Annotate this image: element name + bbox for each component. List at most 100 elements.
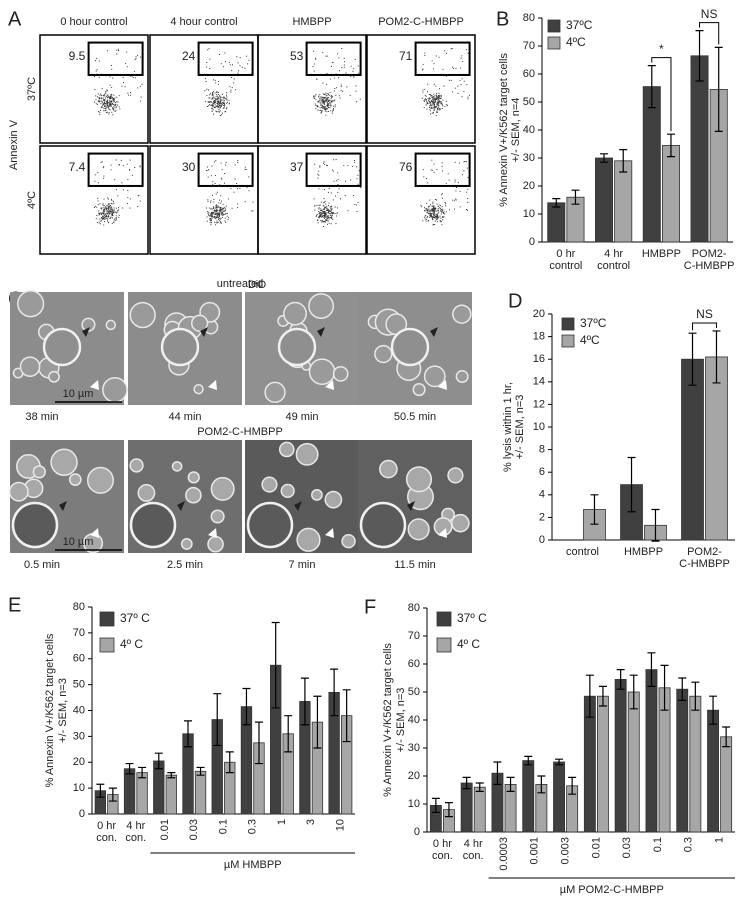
event-dot xyxy=(104,108,106,109)
event-dot xyxy=(325,212,327,214)
event-dot xyxy=(321,214,323,216)
event-dot xyxy=(331,61,333,63)
y-tick-label: 10 xyxy=(73,782,85,794)
event-dot xyxy=(422,169,424,171)
event-dot xyxy=(107,94,109,96)
event-dot xyxy=(110,216,112,218)
event-dot xyxy=(103,210,105,212)
event-dot xyxy=(124,86,126,88)
event-dot xyxy=(330,192,332,194)
event-dot xyxy=(331,212,332,214)
event-dot xyxy=(438,108,440,110)
event-dot xyxy=(112,103,114,105)
event-dot xyxy=(110,164,112,166)
event-dot xyxy=(134,77,136,79)
event-dot xyxy=(338,95,340,97)
event-dot xyxy=(113,220,115,222)
y-tick-label: 20 xyxy=(523,180,535,192)
event-dot xyxy=(447,104,448,106)
event-dot xyxy=(213,212,215,214)
event-dots xyxy=(421,48,471,117)
event-dot xyxy=(323,106,325,108)
legend-label: 37º C xyxy=(120,611,150,625)
event-dot xyxy=(110,97,112,99)
event-dot xyxy=(425,99,427,101)
event-dot xyxy=(332,219,334,221)
event-dot xyxy=(111,95,113,97)
event-dot xyxy=(108,103,110,105)
error-bar xyxy=(660,664,669,711)
event-dot xyxy=(224,217,226,219)
x-tick-label: 0.3 xyxy=(247,819,259,834)
legend-label: 37ºC xyxy=(580,316,607,330)
event-dot xyxy=(326,217,328,219)
event-dot xyxy=(111,86,113,88)
event-dot xyxy=(447,173,449,175)
y-tick-label: 4 xyxy=(539,489,545,501)
event-dot xyxy=(466,84,468,86)
error-bar xyxy=(600,153,609,163)
x-axis-label: µM HMBPP xyxy=(224,859,282,871)
event-dot xyxy=(335,213,337,214)
event-dot xyxy=(113,100,115,102)
event-dot xyxy=(115,211,117,213)
x-tick-label: con. xyxy=(463,850,484,862)
event-dot xyxy=(208,215,210,217)
event-dot xyxy=(326,219,328,221)
event-dot xyxy=(424,52,426,54)
event-dot xyxy=(215,218,217,220)
event-dot xyxy=(350,179,352,181)
event-dot xyxy=(319,165,321,167)
event-dot xyxy=(216,105,218,107)
event-dot xyxy=(219,110,221,112)
event-dot xyxy=(456,187,457,188)
y-tick-label: 6 xyxy=(539,466,545,478)
event-dot xyxy=(218,216,220,218)
event-dot xyxy=(101,106,103,108)
event-dot xyxy=(321,105,323,107)
event-dot xyxy=(449,209,451,211)
y-tick-label: 20 xyxy=(408,770,420,782)
event-dot xyxy=(113,201,114,203)
event-dot xyxy=(432,97,434,99)
bar xyxy=(705,356,728,541)
event-dot xyxy=(425,219,427,220)
event-dot xyxy=(463,170,465,172)
event-dot xyxy=(107,105,109,107)
event-dot xyxy=(206,66,208,68)
event-dot xyxy=(459,206,461,208)
event-dot xyxy=(459,162,460,164)
event-dot xyxy=(438,95,439,97)
event-dot xyxy=(214,209,216,211)
event-dot xyxy=(438,104,440,106)
error-bar xyxy=(462,776,471,790)
event-dot xyxy=(214,97,216,99)
event-dot xyxy=(329,78,331,80)
event-dot xyxy=(317,101,319,103)
event-dot xyxy=(434,97,436,99)
event-dot xyxy=(111,94,113,96)
event-dot xyxy=(324,210,326,212)
event-dot xyxy=(442,219,444,221)
event-dot xyxy=(109,84,111,86)
event-dot xyxy=(323,161,325,163)
error-bar xyxy=(254,721,263,765)
event-dot xyxy=(209,104,210,106)
bar xyxy=(707,709,720,833)
event-dot xyxy=(325,214,327,216)
event-dot xyxy=(323,93,325,95)
event-dot xyxy=(323,226,325,227)
event-dot xyxy=(95,95,97,97)
event-dot xyxy=(427,220,429,222)
event-dot xyxy=(251,210,253,212)
event-dot xyxy=(103,198,105,200)
event-dot xyxy=(215,211,217,212)
event-dot xyxy=(216,204,218,206)
event-dot xyxy=(208,48,210,50)
event-dot xyxy=(320,208,322,210)
event-dot xyxy=(433,208,434,210)
event-dot xyxy=(228,198,229,200)
event-dot xyxy=(111,103,112,105)
event-dot xyxy=(245,169,247,170)
event-dot xyxy=(321,215,323,217)
